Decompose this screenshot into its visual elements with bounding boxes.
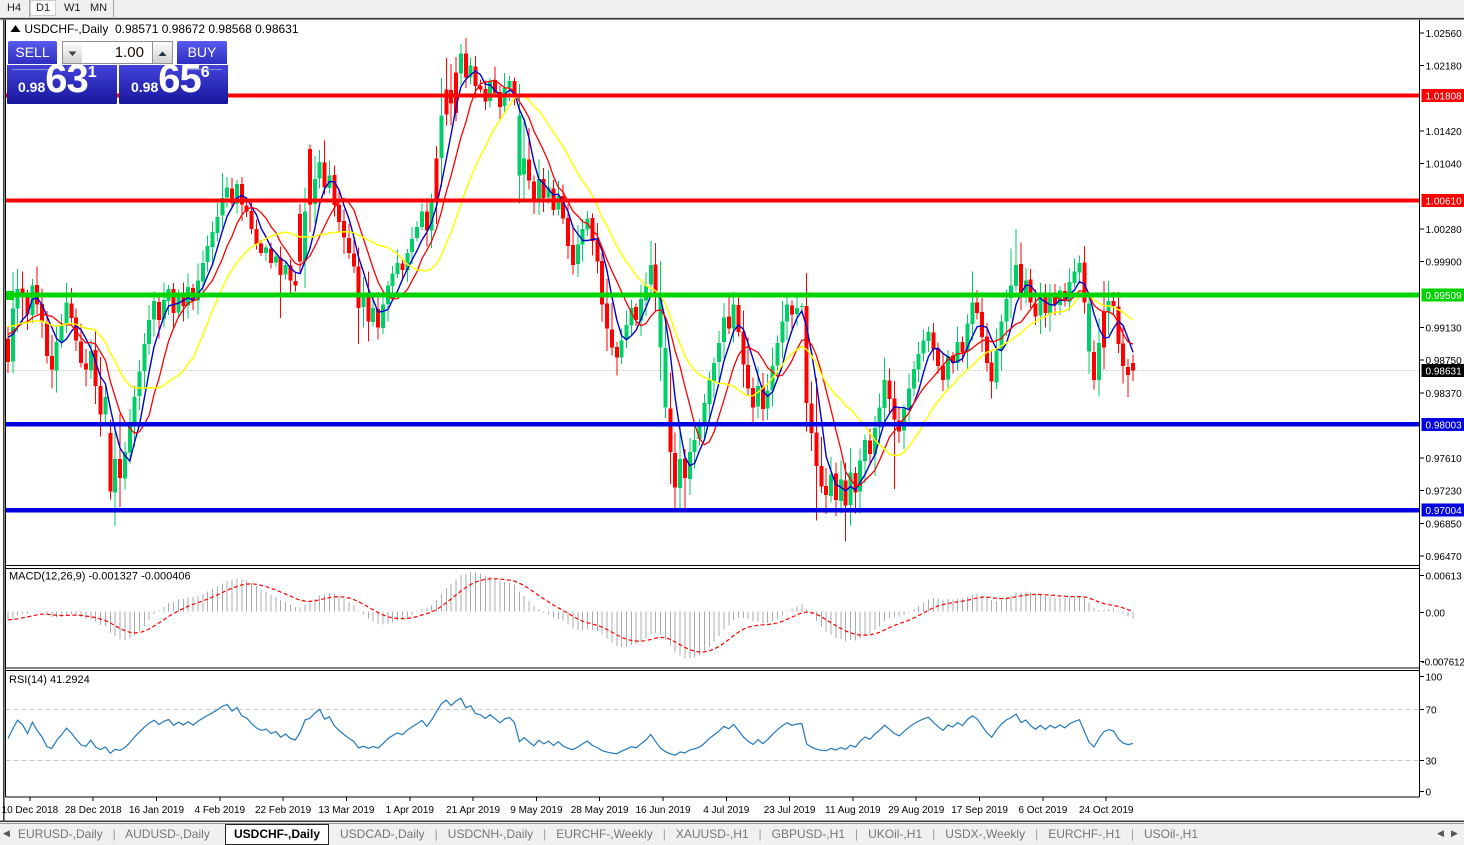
svg-text:0.00: 0.00 — [1426, 609, 1446, 620]
svg-text:1.01808: 1.01808 — [1426, 92, 1463, 103]
svg-text:0.97230: 0.97230 — [1426, 487, 1463, 498]
svg-text:16 Jun 2019: 16 Jun 2019 — [635, 805, 690, 816]
svg-text:16 Jan 2019: 16 Jan 2019 — [129, 805, 184, 816]
svg-text:1.02180: 1.02180 — [1426, 62, 1463, 73]
svg-text:1.02560: 1.02560 — [1426, 29, 1463, 40]
svg-text:0.98370: 0.98370 — [1426, 389, 1463, 400]
svg-text:0.99509: 0.99509 — [1426, 291, 1463, 302]
svg-text:21 Apr 2019: 21 Apr 2019 — [446, 805, 500, 816]
svg-text:30: 30 — [1426, 756, 1438, 767]
svg-text:22 Feb 2019: 22 Feb 2019 — [255, 805, 312, 816]
svg-text:70: 70 — [1426, 705, 1438, 716]
svg-text:0.96850: 0.96850 — [1426, 519, 1463, 530]
svg-text:11 Aug 2019: 11 Aug 2019 — [825, 805, 881, 816]
svg-text:28 May 2019: 28 May 2019 — [571, 805, 629, 816]
svg-text:1 Apr 2019: 1 Apr 2019 — [386, 805, 435, 816]
svg-text:0.00613: 0.00613 — [1426, 572, 1463, 583]
svg-text:-0.007612: -0.007612 — [1422, 658, 1464, 669]
svg-text:RSI(14) 41.2924: RSI(14) 41.2924 — [9, 674, 90, 686]
svg-text:0.97004: 0.97004 — [1426, 506, 1463, 517]
svg-text:4 Jul 2019: 4 Jul 2019 — [703, 805, 750, 816]
svg-text:24 Oct 2019: 24 Oct 2019 — [1079, 805, 1134, 816]
svg-text:1.00280: 1.00280 — [1426, 225, 1463, 236]
svg-text:17 Sep 2019: 17 Sep 2019 — [951, 805, 1008, 816]
svg-text:0.96470: 0.96470 — [1426, 552, 1463, 563]
svg-text:0.98631: 0.98631 — [1426, 366, 1463, 377]
svg-text:MACD(12,26,9) -0.001327 -0.000: MACD(12,26,9) -0.001327 -0.000406 — [9, 571, 191, 583]
svg-text:6 Oct 2019: 6 Oct 2019 — [1018, 805, 1067, 816]
svg-text:28 Dec 2018: 28 Dec 2018 — [65, 805, 122, 816]
svg-text:9 May 2019: 9 May 2019 — [510, 805, 563, 816]
svg-text:0.98003: 0.98003 — [1426, 420, 1463, 431]
svg-text:10 Dec 2018: 10 Dec 2018 — [2, 805, 59, 816]
svg-text:29 Aug 2019: 29 Aug 2019 — [888, 805, 945, 816]
svg-text:1.01040: 1.01040 — [1426, 160, 1463, 171]
svg-text:1.00610: 1.00610 — [1426, 197, 1463, 208]
svg-text:0.97610: 0.97610 — [1426, 454, 1463, 465]
svg-text:0.99900: 0.99900 — [1426, 257, 1463, 268]
svg-text:4 Feb 2019: 4 Feb 2019 — [194, 805, 245, 816]
svg-text:1.01420: 1.01420 — [1426, 127, 1463, 138]
svg-text:100: 100 — [1426, 673, 1443, 684]
svg-text:0: 0 — [1426, 788, 1432, 799]
svg-text:23 Jul 2019: 23 Jul 2019 — [764, 805, 816, 816]
svg-text:13 Mar 2019: 13 Mar 2019 — [318, 805, 375, 816]
svg-text:0.99130: 0.99130 — [1426, 324, 1463, 335]
